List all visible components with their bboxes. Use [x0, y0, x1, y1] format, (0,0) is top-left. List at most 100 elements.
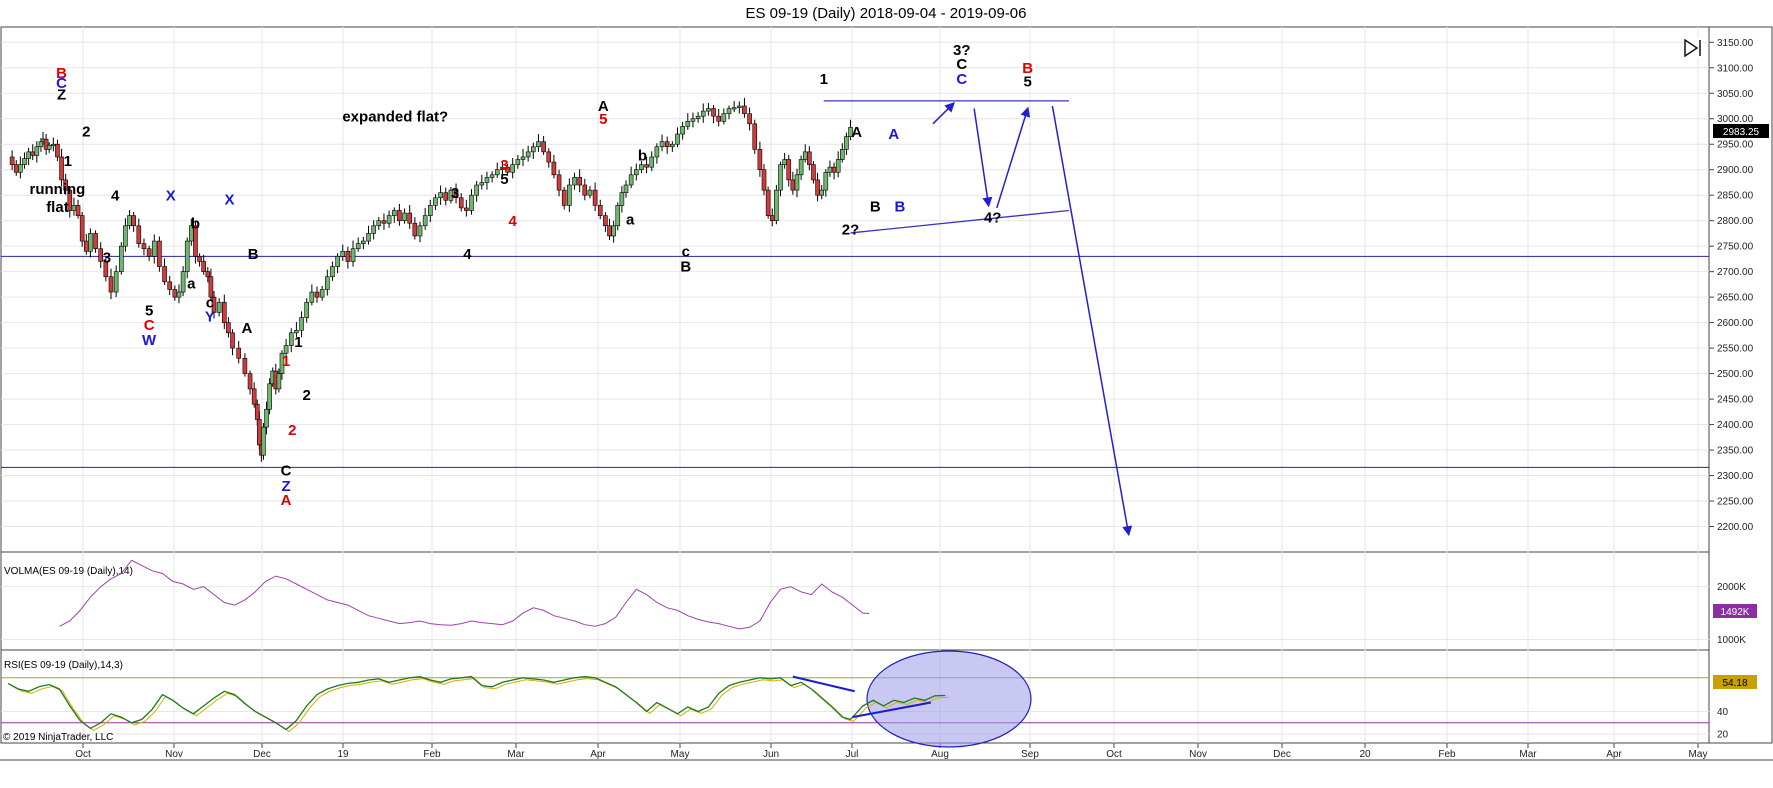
- wave-label: Y: [205, 309, 215, 326]
- candle-body: [607, 225, 612, 237]
- candle-body: [294, 329, 299, 334]
- candle-body: [184, 240, 190, 272]
- wave-label: a: [626, 211, 635, 228]
- price-tick-label: 2850.00: [1717, 191, 1754, 202]
- candle-body: [247, 373, 253, 390]
- rsi-levels: [1, 677, 1709, 724]
- candle-body: [288, 332, 294, 346]
- candle-body: [427, 205, 433, 216]
- candle-body: [30, 151, 36, 156]
- volma-tick-label: 1000K: [1717, 635, 1746, 646]
- candle-body: [615, 205, 621, 227]
- price-tick-label: 3150.00: [1717, 38, 1754, 49]
- time-tick-label: Oct: [75, 749, 91, 760]
- candle-body: [670, 143, 675, 148]
- wave-label: A: [598, 98, 609, 115]
- horizontal-levels: [1, 255, 1709, 468]
- candle-body: [330, 266, 335, 278]
- svg-text:54.18: 54.18: [1722, 678, 1747, 689]
- candle-body: [18, 164, 23, 173]
- candle-body: [314, 291, 320, 298]
- wave-label: running: [30, 181, 86, 198]
- time-tick-label: Apr: [1606, 749, 1622, 760]
- candle-body: [324, 276, 330, 290]
- wave-label: C: [956, 56, 967, 73]
- candle-body: [484, 177, 490, 183]
- candle-body: [46, 144, 52, 150]
- candle-body: [340, 250, 346, 257]
- candle-body: [13, 164, 19, 173]
- wave-label: c: [682, 243, 690, 260]
- wave-label: 4?: [984, 210, 1002, 227]
- candle-body: [489, 174, 495, 178]
- candle-body: [197, 256, 202, 262]
- candle-body: [226, 322, 231, 334]
- time-tick-label: Jul: [846, 749, 859, 760]
- panel-toggle-icon[interactable]: [1683, 38, 1703, 58]
- candle-body: [251, 388, 257, 405]
- candle-body: [807, 151, 812, 165]
- wave-label: A: [281, 492, 292, 509]
- candle-body: [350, 248, 356, 262]
- candle-body: [827, 166, 833, 173]
- candle-body: [299, 317, 304, 331]
- candle-body: [794, 174, 800, 191]
- candle-body: [26, 151, 31, 159]
- candle-body: [309, 291, 315, 303]
- candle-body: [761, 169, 767, 191]
- candle-body: [22, 158, 27, 165]
- candle-body: [603, 215, 608, 227]
- candle-body: [561, 189, 567, 206]
- time-tick-label: 20: [1359, 749, 1371, 760]
- candle-body: [654, 146, 660, 158]
- price-tick-label: 2450.00: [1717, 395, 1754, 406]
- candle-body: [119, 245, 124, 272]
- candle-body: [520, 156, 526, 160]
- candle-body: [786, 159, 792, 181]
- candle-body: [525, 151, 531, 158]
- time-tick-label: Sep: [1021, 749, 1039, 760]
- wave-label: B: [56, 65, 67, 82]
- volma-panel-frame: [0, 551, 1710, 651]
- candle-body: [236, 347, 242, 359]
- wave-label: C: [281, 463, 292, 480]
- wave-label: 5: [145, 302, 153, 319]
- candle-body: [515, 159, 521, 165]
- candle-body: [131, 215, 136, 227]
- wave-label: Z: [282, 478, 291, 495]
- candle-body: [577, 177, 582, 186]
- candle-body: [103, 261, 109, 278]
- time-tick-label: Aug: [931, 749, 949, 760]
- wave-label: c: [206, 294, 214, 311]
- wave-label: 4: [463, 246, 472, 263]
- candle-body: [319, 289, 325, 298]
- price-tick-label: 2350.00: [1717, 446, 1754, 457]
- candle-body: [38, 141, 44, 148]
- rsi-divergence-line: [792, 675, 855, 693]
- candle-body: [619, 192, 625, 206]
- wave-label: A: [888, 126, 899, 143]
- candle-body: [623, 184, 629, 193]
- wave-label: a: [187, 275, 196, 292]
- candle-body: [93, 233, 98, 250]
- candle-body: [611, 225, 616, 237]
- projection-arrow: [1051, 105, 1133, 537]
- wave-label: 5: [500, 171, 508, 188]
- candle-body: [98, 248, 103, 262]
- candle-body: [700, 110, 706, 117]
- candle-body: [422, 215, 428, 227]
- candle-body: [541, 141, 546, 153]
- candle-body: [474, 184, 479, 196]
- candles: [9, 97, 853, 462]
- candle-body: [193, 225, 198, 257]
- time-tick-label: Jun: [763, 749, 779, 760]
- svg-text:1492K: 1492K: [1721, 607, 1750, 618]
- wave-label: C: [144, 317, 155, 334]
- last-price-tag: 2983.25: [1713, 124, 1769, 138]
- price-tick-label: 3100.00: [1717, 63, 1754, 74]
- wave-label: A: [851, 124, 862, 141]
- wave-label: X: [224, 191, 234, 208]
- price-tick-label: 2900.00: [1717, 165, 1754, 176]
- candle-body: [500, 166, 505, 171]
- candle-body: [494, 169, 500, 176]
